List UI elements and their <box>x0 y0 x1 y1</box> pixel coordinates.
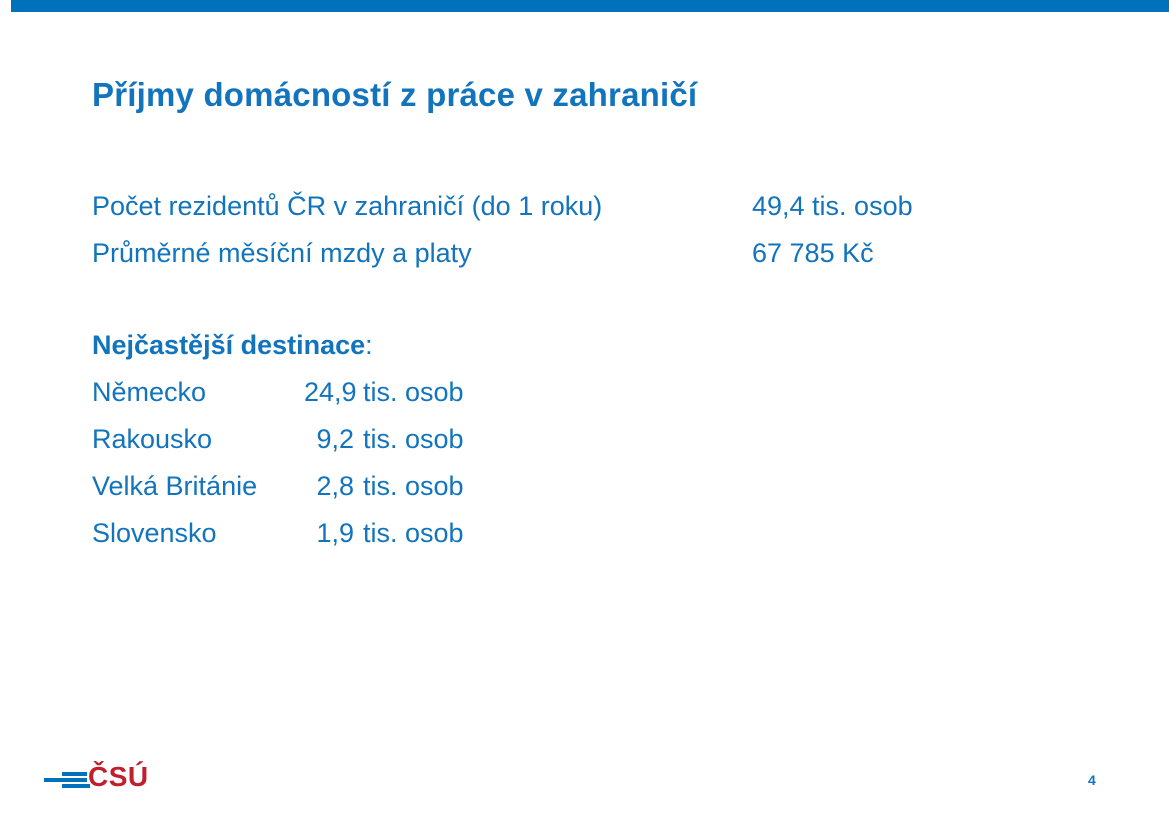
destination-amount: 2,8 <box>316 471 354 501</box>
csu-logo-stripe-icon <box>44 778 87 782</box>
fact-label: Počet rezidentů ČR v zahraničí (do 1 rok… <box>92 191 603 221</box>
destinations-heading: Nejčastější destinace: <box>92 322 373 369</box>
csu-logo-text: ČSÚ <box>88 761 149 792</box>
destinations-heading-text: Nejčastější destinace <box>92 330 366 360</box>
csu-logo-stripe-icon <box>62 772 87 776</box>
top-accent-bar <box>11 0 1169 12</box>
csu-logo-stripe-icon <box>62 784 90 788</box>
fact-row: Počet rezidentů ČR v zahraničí (do 1 rok… <box>92 183 913 230</box>
destinations-list: Německo 24,9 tis. osob Rakousko 9,2 tis.… <box>92 369 464 557</box>
destination-amount: 24,9 <box>304 377 357 407</box>
destination-row: Slovensko 1,9 tis. osob <box>92 510 464 557</box>
destinations-heading-colon: : <box>365 330 373 360</box>
csu-logo: ČSÚ <box>44 760 154 796</box>
fact-label: Průměrné měsíční mzdy a platy <box>92 238 472 268</box>
destination-name: Velká Británie <box>92 471 258 501</box>
destination-amount: 1,9 <box>316 518 354 548</box>
destination-unit: tis. osob <box>363 424 464 454</box>
fact-value: 49,4 tis. osob <box>752 191 913 221</box>
page-number: 4 <box>1088 772 1096 788</box>
destination-name: Německo <box>92 377 207 407</box>
destination-unit: tis. osob <box>363 471 464 501</box>
destination-row: Rakousko 9,2 tis. osob <box>92 416 464 463</box>
destination-unit: tis. osob <box>363 377 464 407</box>
destination-name: Slovensko <box>92 518 217 548</box>
destination-row: Německo 24,9 tis. osob <box>92 369 464 416</box>
destination-row: Velká Británie 2,8 tis. osob <box>92 463 464 510</box>
destination-unit: tis. osob <box>363 518 464 548</box>
fact-row: Průměrné měsíční mzdy a platy 67 785 Kč <box>92 230 913 277</box>
facts-block: Počet rezidentů ČR v zahraničí (do 1 rok… <box>92 183 913 277</box>
destination-amount: 9,2 <box>316 424 354 454</box>
destination-name: Rakousko <box>92 424 213 454</box>
slide-title: Příjmy domácností z práce v zahraničí <box>92 76 698 114</box>
fact-value: 67 785 Kč <box>752 238 874 268</box>
